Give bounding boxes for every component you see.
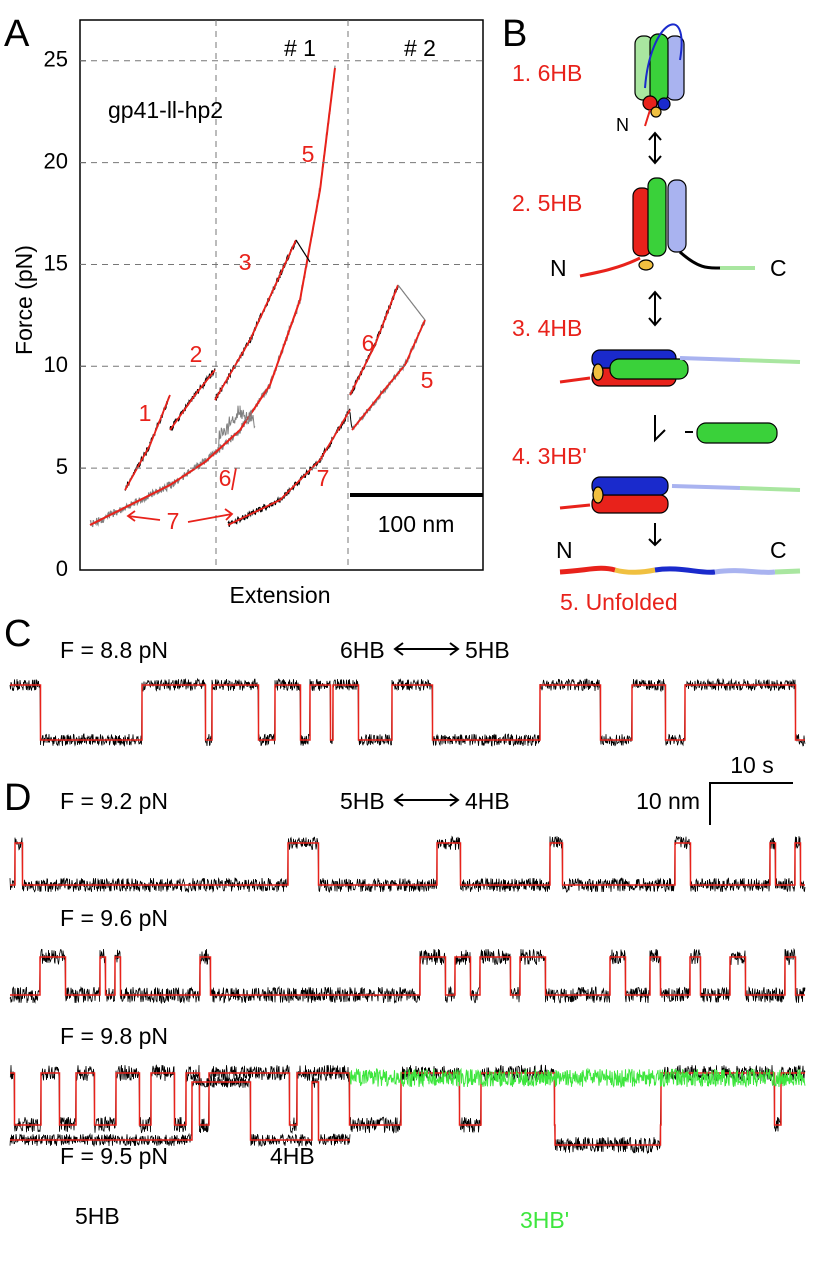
force-label: F = 9.6 pN (60, 905, 168, 931)
trace (9, 835, 806, 893)
traces (9, 65, 806, 1155)
force-label: F = 9.2 pN (60, 788, 168, 814)
state: 4HB (270, 1143, 315, 1169)
trace (217, 405, 256, 447)
trace (89, 65, 336, 528)
trace (349, 1067, 806, 1088)
curve-label: 7 (317, 465, 330, 491)
force-label: F = 9.8 pN (60, 1023, 168, 1049)
arrow (126, 467, 237, 523)
state-label: 2. 5HB (512, 190, 582, 216)
state: 4HB (465, 788, 510, 814)
trace (124, 394, 171, 491)
diagram (559, 23, 801, 575)
scale-bar-label: 100 nm (378, 511, 455, 537)
arrow (393, 793, 460, 807)
trace (9, 1064, 806, 1155)
fit (10, 1081, 350, 1141)
region-label: # 2 (404, 35, 436, 61)
force-label: F = 8.8 pN (60, 637, 168, 663)
state-label: 5. Unfolded (560, 589, 678, 615)
trace (349, 284, 399, 396)
state: 3HB' (520, 1207, 569, 1233)
y-tick-label: 10 (44, 352, 68, 377)
y-tick-label: 20 (44, 148, 68, 173)
fit (10, 842, 805, 886)
y-axis-label: Force (pN) (11, 245, 37, 355)
terminus: N (550, 255, 567, 281)
trace (9, 1075, 351, 1148)
scale-bar (709, 782, 793, 825)
arrow (393, 642, 460, 656)
fit (10, 684, 805, 741)
trace (227, 409, 351, 526)
state: 6HB (340, 637, 385, 663)
curve-label: 6 (219, 465, 232, 491)
scale-bar-label: 10 s (730, 752, 773, 778)
trace (397, 284, 426, 321)
state: 5HB (465, 637, 510, 663)
plot-frame (79, 19, 484, 571)
curve-label: 3 (239, 249, 252, 275)
panel-label: B (502, 13, 527, 55)
fit (10, 1072, 805, 1146)
y-tick-label: 0 (56, 556, 68, 581)
state-label: 3. 4HB (512, 315, 582, 341)
terminus: N (556, 537, 573, 563)
curve-label: 1 (139, 400, 152, 426)
terminus: N (616, 115, 629, 135)
trace (295, 239, 311, 263)
panel-label: A (4, 13, 30, 55)
state-label: 1. 6HB (512, 60, 582, 86)
trace (169, 369, 216, 431)
x-axis-label: Extension (229, 582, 330, 608)
curve-label: 5 (421, 367, 434, 393)
state: 5HB (340, 788, 385, 814)
state-label: 4. 3HB' (512, 443, 587, 469)
y-tick-label: 15 (44, 250, 68, 275)
trace (351, 319, 426, 431)
region-label: # 1 (284, 35, 316, 61)
trace (214, 239, 297, 401)
terminus: C (770, 255, 787, 281)
fit (10, 956, 805, 996)
curve-label: 5 (302, 141, 315, 167)
curve-label: 7 (167, 508, 180, 534)
curve-label: 6 (362, 330, 375, 356)
curve-label: 2 (190, 341, 203, 367)
terminus: C (770, 537, 787, 563)
trace (89, 67, 336, 526)
state: 5HB (75, 1203, 120, 1229)
sample-name: gp41-ll-hp2 (108, 97, 223, 123)
y-tick-label: 25 (44, 47, 68, 72)
panel-label: D (4, 777, 31, 819)
y-tick-label: 5 (56, 454, 68, 479)
force-label: F = 9.5 pN (60, 1143, 168, 1169)
panel-label: C (4, 613, 31, 655)
trace (349, 412, 353, 428)
scale-bar-label: 10 nm (636, 788, 700, 814)
